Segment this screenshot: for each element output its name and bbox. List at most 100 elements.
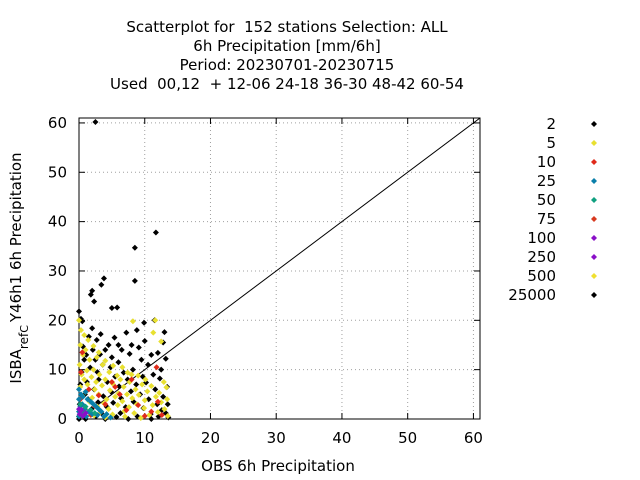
grid-layer <box>79 118 480 419</box>
legend-label: 2 <box>546 115 556 133</box>
scatter-point <box>81 376 88 383</box>
scatter-point <box>152 393 159 400</box>
scatter-point <box>141 405 148 412</box>
scatter-point <box>91 386 98 393</box>
scatter-point <box>100 393 107 400</box>
chart-title-line-3: Period: 20230701-20230715 <box>179 56 395 74</box>
scatter-point <box>119 364 126 371</box>
scatter-point <box>106 387 113 394</box>
legend-marker <box>591 121 597 127</box>
scatter-point <box>119 398 126 405</box>
scatter-point <box>111 334 118 341</box>
scatter-point <box>77 341 84 348</box>
scatter-point <box>152 386 159 393</box>
legend-marker <box>591 235 597 241</box>
scatter-point <box>123 391 130 398</box>
scatter-point <box>76 361 83 368</box>
scatter-point <box>125 416 132 422</box>
scatter-point <box>163 384 170 391</box>
scatter-point <box>135 372 142 379</box>
scatter-point <box>153 364 160 371</box>
scatter-point <box>160 378 167 385</box>
scatter-point <box>113 414 120 421</box>
scatter-point <box>83 367 90 374</box>
scatter-point <box>106 369 113 376</box>
scatter-point <box>92 118 99 125</box>
scatter-point <box>79 413 86 420</box>
scatter-point <box>110 362 117 369</box>
scatter-point <box>128 371 135 378</box>
y-tick-label: 60 <box>48 114 67 132</box>
scatter-point <box>135 391 142 398</box>
scatter-point <box>129 395 136 402</box>
scatter-point <box>79 393 86 400</box>
scatter-point <box>152 317 159 324</box>
scatter-point <box>88 374 95 381</box>
scatter-point <box>116 383 123 390</box>
scatter-point <box>76 317 82 324</box>
scatter-point <box>100 275 107 282</box>
scatter-point <box>141 319 148 326</box>
tick-layer: 0 10 20 30 40 50 60 0 10 20 30 40 50 60 <box>48 114 483 447</box>
scatter-point <box>156 389 163 396</box>
y-tick-label: 40 <box>48 213 67 231</box>
scatter-point <box>133 381 140 388</box>
scatter-point <box>116 391 123 398</box>
scatter-point <box>95 392 102 399</box>
scatter-point <box>79 349 86 356</box>
scatter-point <box>162 355 169 362</box>
legend-label: 500 <box>527 267 556 285</box>
scatter-point <box>115 359 122 366</box>
scatter-point <box>123 407 130 414</box>
scatter-point <box>102 346 109 353</box>
scatter-point <box>102 401 109 408</box>
scatter-point <box>84 381 91 388</box>
scatter-point <box>90 366 97 373</box>
scatter-point <box>87 291 94 298</box>
legend-marker <box>591 292 597 298</box>
scatter-point <box>90 342 97 349</box>
scatter-point <box>123 329 130 336</box>
scatter-point <box>77 369 84 376</box>
scatter-point <box>76 308 82 315</box>
scatter-point <box>108 378 115 385</box>
y-tick-label: 10 <box>48 361 67 379</box>
scatter-point <box>86 356 93 363</box>
scatter-point <box>154 409 161 416</box>
scatter-point <box>126 350 133 357</box>
legend-marker <box>591 197 597 203</box>
scatter-point <box>150 371 157 378</box>
scatter-point <box>138 356 145 363</box>
scatter-point <box>85 337 92 344</box>
scatter-point <box>114 304 121 311</box>
scatter-point <box>164 413 171 420</box>
scatter-point <box>97 331 104 338</box>
scatter-point <box>150 329 157 336</box>
scatter-point <box>152 229 159 236</box>
x-tick-label: 0 <box>74 429 84 447</box>
scatter-point <box>114 402 121 409</box>
y-axis-label-part-1: ISBA <box>7 348 25 383</box>
scatter-point <box>98 408 105 415</box>
legend-marker <box>591 216 597 222</box>
chart-title-line-4: Used 00,12 + 12-06 24-18 36-30 48-42 60-… <box>110 75 464 93</box>
scatter-point <box>145 361 152 368</box>
scatter-point <box>77 327 84 334</box>
scatter-point <box>156 375 163 382</box>
legend-marker <box>591 178 597 184</box>
scatter-point <box>125 404 132 411</box>
legend-marker <box>591 140 597 146</box>
scatter-point <box>149 402 156 409</box>
scatter-point <box>108 354 115 361</box>
scatter-point <box>89 325 96 332</box>
y-axis-label: ISBArefC Y46h1 6h Precipitation <box>7 152 31 383</box>
y-tick-label: 20 <box>48 311 67 329</box>
legend-label: 5 <box>546 134 556 152</box>
scatter-point <box>99 382 106 389</box>
scatter-point <box>83 351 90 358</box>
scatter-point <box>103 411 110 418</box>
legend-marker <box>591 254 597 260</box>
scatter-point <box>127 388 134 395</box>
legend-label: 25000 <box>508 286 556 304</box>
legend-label: 25 <box>537 172 556 190</box>
